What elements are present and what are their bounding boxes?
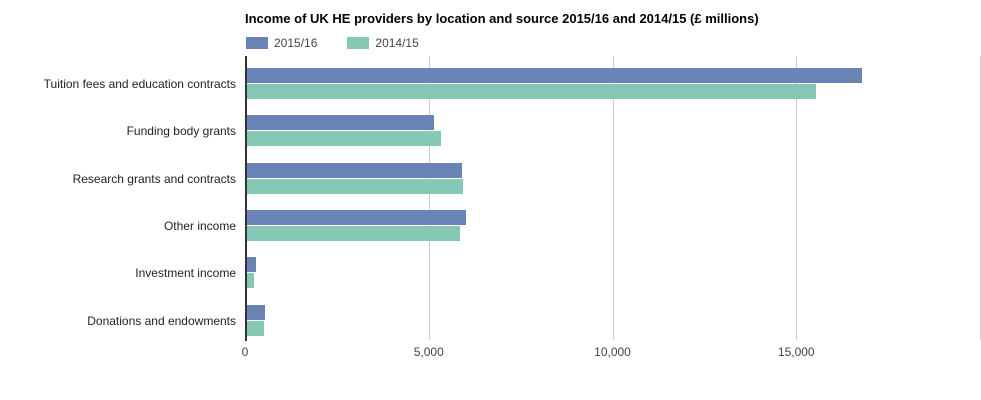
legend-swatch-2014-15 bbox=[347, 37, 370, 49]
bar-2015-16-donations-and-endowments[interactable] bbox=[247, 304, 265, 320]
legend-item-2014-15: 2014/15 bbox=[347, 36, 419, 50]
x-tick-label-15000: 15,000 bbox=[777, 345, 815, 359]
category-label-funding-body-grants: Funding body grants bbox=[126, 124, 236, 139]
x-gridline-10000 bbox=[612, 56, 614, 340]
plot-area bbox=[245, 56, 981, 341]
category-label-other-income: Other income bbox=[163, 219, 236, 233]
y-axis-baseline bbox=[245, 56, 247, 341]
bar-2014-15-funding-body-grants[interactable] bbox=[247, 131, 442, 147]
bar-2014-15-tuition-fees-and-education-contracts[interactable] bbox=[247, 84, 817, 99]
legend-item-2015-16: 2015/16 bbox=[246, 36, 317, 50]
bar-2014-15-research-grants-and-contracts[interactable] bbox=[247, 178, 464, 194]
category-label-research-grants-and-contracts: Research grants and contracts bbox=[72, 171, 236, 186]
bar-2015-16-other-income[interactable] bbox=[247, 210, 467, 225]
bar-2015-16-tuition-fees-and-education-contracts[interactable] bbox=[247, 68, 862, 83]
category-label-donations-and-endowments: Donations and endowments bbox=[87, 313, 236, 328]
category-label-investment-income: Investment income bbox=[135, 266, 236, 281]
x-tick-label-10000: 10,000 bbox=[594, 345, 631, 359]
chart-title: Income of UK HE providers by location an… bbox=[245, 11, 759, 26]
bar-2014-15-investment-income[interactable] bbox=[247, 273, 254, 289]
bar-2015-16-research-grants-and-contracts[interactable] bbox=[247, 162, 462, 178]
legend-label: 2014/15 bbox=[375, 36, 419, 50]
bar-2014-15-donations-and-endowments[interactable] bbox=[247, 320, 265, 336]
x-tick-label-5000: 5,000 bbox=[413, 345, 444, 359]
category-label-tuition-fees-and-education-contracts: Tuition fees and education contracts bbox=[43, 77, 236, 91]
bar-2015-16-investment-income[interactable] bbox=[247, 257, 256, 273]
x-gridline-5000 bbox=[428, 56, 430, 340]
bar-2014-15-other-income[interactable] bbox=[247, 226, 461, 241]
x-gridline-15000 bbox=[796, 56, 798, 340]
legend: 2015/16 2014/15 bbox=[246, 36, 449, 50]
x-tick-label-0: 0 bbox=[241, 345, 249, 359]
legend-label: 2015/16 bbox=[274, 36, 318, 50]
bar-2015-16-funding-body-grants[interactable] bbox=[247, 115, 435, 131]
legend-swatch-2015-16 bbox=[246, 37, 268, 49]
